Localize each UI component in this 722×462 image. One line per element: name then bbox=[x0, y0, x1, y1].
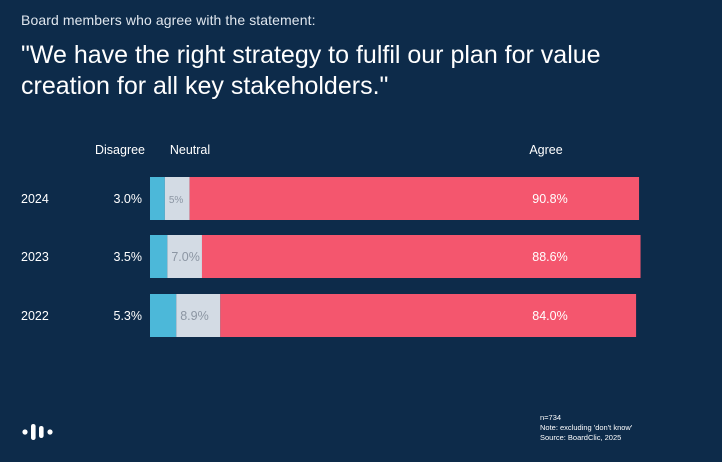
bar-agree-2023 bbox=[201, 235, 641, 278]
value-label-disagree-2024: 3.0% bbox=[114, 192, 143, 206]
bar-neutral-2022 bbox=[176, 294, 221, 337]
bar-neutral-2024 bbox=[164, 177, 190, 220]
sample-size-note: n=734 bbox=[540, 413, 562, 422]
chart-subtitle: Board members who agree with the stateme… bbox=[21, 12, 316, 28]
value-label-agree-2024: 90.8% bbox=[532, 192, 567, 206]
bar-agree-2024 bbox=[189, 177, 640, 220]
chart-notes: n=734 Note: excluding 'don't know' Sourc… bbox=[540, 413, 632, 443]
value-label-neutral-2024: 5% bbox=[169, 195, 184, 206]
chart-title: "We have the right strategy to fulfil ou… bbox=[21, 41, 601, 100]
category-label-2024: 2024 bbox=[21, 192, 49, 206]
legend-neutral: Neutral bbox=[170, 143, 210, 157]
legend-disagree: Disagree bbox=[95, 143, 145, 157]
category-label-2022: 2022 bbox=[21, 309, 49, 323]
value-label-neutral-2022: 8.9% bbox=[180, 309, 209, 323]
boardclic-logo-icon bbox=[22, 424, 53, 440]
bar-disagree-2023 bbox=[150, 235, 168, 278]
bar-agree-2022 bbox=[220, 294, 637, 337]
value-label-disagree-2023: 3.5% bbox=[114, 250, 143, 264]
category-label-2023: 2023 bbox=[21, 250, 49, 264]
exclusion-note: Note: excluding 'don't know' bbox=[540, 423, 633, 432]
bar-disagree-2022 bbox=[150, 294, 177, 337]
bar-disagree-2024 bbox=[150, 177, 165, 220]
source-note: Source: BoardClic, 2025 bbox=[540, 433, 622, 442]
value-label-disagree-2022: 5.3% bbox=[114, 309, 143, 323]
legend-agree: Agree bbox=[529, 143, 562, 157]
value-label-neutral-2023: 7.0% bbox=[171, 250, 200, 264]
bar-neutral-2023 bbox=[167, 235, 202, 278]
value-label-agree-2022: 84.0% bbox=[532, 309, 567, 323]
value-label-agree-2023: 88.6% bbox=[532, 250, 567, 264]
